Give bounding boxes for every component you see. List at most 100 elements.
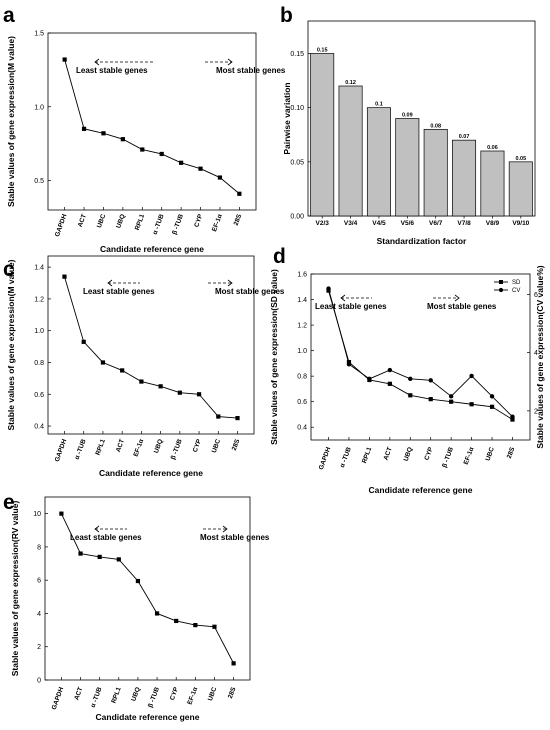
data-point [159,151,164,157]
y-tick-label: 8 [37,544,41,551]
x-tick-label: UBQ [115,213,127,229]
y-tick-label: 1.2 [34,296,44,303]
y-tick-label: 0.4 [34,424,44,431]
y-tick-label: 1.0 [34,328,44,335]
panel-label: a [3,4,15,27]
x-tick-label: UBQ [130,686,142,702]
data-point [510,417,515,422]
series-line [64,59,240,195]
y-axis-title: Stable values of gene expression(SD valu… [269,269,279,445]
least-stable-label: Least stable genes [315,302,387,311]
plot-frame [44,496,251,681]
panel-label: e [3,491,15,514]
y-right-tick-label: 6 [534,292,538,299]
x-axis-title: Candidate reference gene [96,712,200,722]
most-stable-arrow-head [222,525,228,533]
y-tick-label: 6 [37,578,41,585]
data-point [387,381,392,386]
most-stable-arrow-head [227,58,233,66]
bar [480,150,505,217]
least-stable-label: Least stable genes [83,287,155,296]
x-tick-label: CYP [169,686,180,702]
plot-frame [47,255,255,435]
data-point [235,416,240,421]
x-tick-label: V7/8 [457,220,471,227]
data-point [469,373,474,379]
y-tick-label: 0.8 [297,374,307,381]
x-tick-label: V4/5 [372,220,386,227]
data-point [216,414,221,419]
data-point [469,402,474,407]
data-point [78,551,83,556]
x-tick-label: UBC [96,213,107,229]
least-stable-arrow-head [94,525,100,533]
x-tick-label: UBC [485,446,496,462]
data-point [135,578,141,584]
y-tick-label: 0.8 [34,360,44,367]
bar [310,53,335,217]
x-tick-label: 28S [227,686,238,700]
bar-value-label: 0.09 [402,113,413,119]
x-tick-label: EF-1α [211,213,224,232]
x-axis-title: Candidate reference gene [100,244,204,254]
y-tick-label: 0.10 [290,105,304,112]
x-tick-label: EF-1α [463,446,476,465]
x-tick-label: 28S [233,213,244,227]
data-point [120,137,125,142]
y-tick-label: 0.15 [290,51,304,58]
data-point [408,393,413,398]
panel-d: d 0.4 0.6 0.8 1.0 1.2 1.4 1.6 GAPDH α -TUB RPL1 ACT… [269,245,545,495]
bar [338,85,363,217]
y-tick-label: 1.0 [297,348,307,355]
y-tick-label: 1.0 [34,104,44,111]
data-point [116,557,121,562]
bar-value-label: 0.06 [487,145,498,151]
x-tick-label: V2/3 [316,220,330,227]
data-point [387,367,393,373]
panel-c: c 0.4 0.6 0.8 1.0 1.2 1.4 GAPDH α -TUB RPL1 ACT EF-… [3,255,285,478]
bar-value-label: 0.07 [459,134,470,140]
most-stable-label: Most stable genes [216,66,286,75]
data-point [81,339,86,344]
x-tick-label: CYP [192,438,203,454]
series-line [328,288,513,418]
legend-label: CV [512,288,520,294]
bar [423,128,448,217]
x-tick-label: RPL1 [110,686,122,704]
series-values [62,57,242,196]
y-tick-label: 0.5 [34,178,44,185]
data-point [448,394,454,399]
x-tick-label: GAPDH [54,438,69,463]
x-tick-label: UBC [207,686,218,702]
least-stable-label: Least stable genes [70,533,142,542]
bar-value-label: 0.05 [515,156,526,162]
data-point [100,360,106,365]
least-stable-arrow [340,294,372,302]
series-line [60,513,234,664]
legend-marker [498,287,504,293]
y-tick-label: 2 [37,644,41,651]
bar-value-label: 0.1 [375,102,383,108]
x-tick-label: α -TUB [74,438,88,461]
least-stable-arrow [107,279,140,287]
x-tick-label: UBQ [403,446,415,462]
x-tick-label: V8/9 [486,220,500,227]
data-point [174,618,179,624]
bar [366,107,391,217]
y-tick-label: 1.6 [297,272,307,279]
most-stable-arrow [433,294,460,302]
x-tick-label: ACT [73,686,84,701]
x-tick-label: UBC [211,438,222,454]
x-tick-label: RPL1 [134,213,146,231]
y-axis-title: Stable values of gene expression(M value… [6,259,16,430]
least-stable-arrow [94,525,127,533]
y-right-tick-label: 4 [534,350,538,357]
data-point [428,397,433,402]
least-stable-arrow-head [107,279,113,287]
data-point [231,661,236,666]
y-tick-label: 0.00 [290,214,304,221]
y-tick-label: 0.6 [34,392,44,399]
panel-b: b 0.00 0.05 0.10 0.15 0.15 V2/3 0.12 V3/4 0.1 V4/5… [280,4,536,246]
panel-label: c [3,258,15,281]
plot-frame [310,273,531,441]
